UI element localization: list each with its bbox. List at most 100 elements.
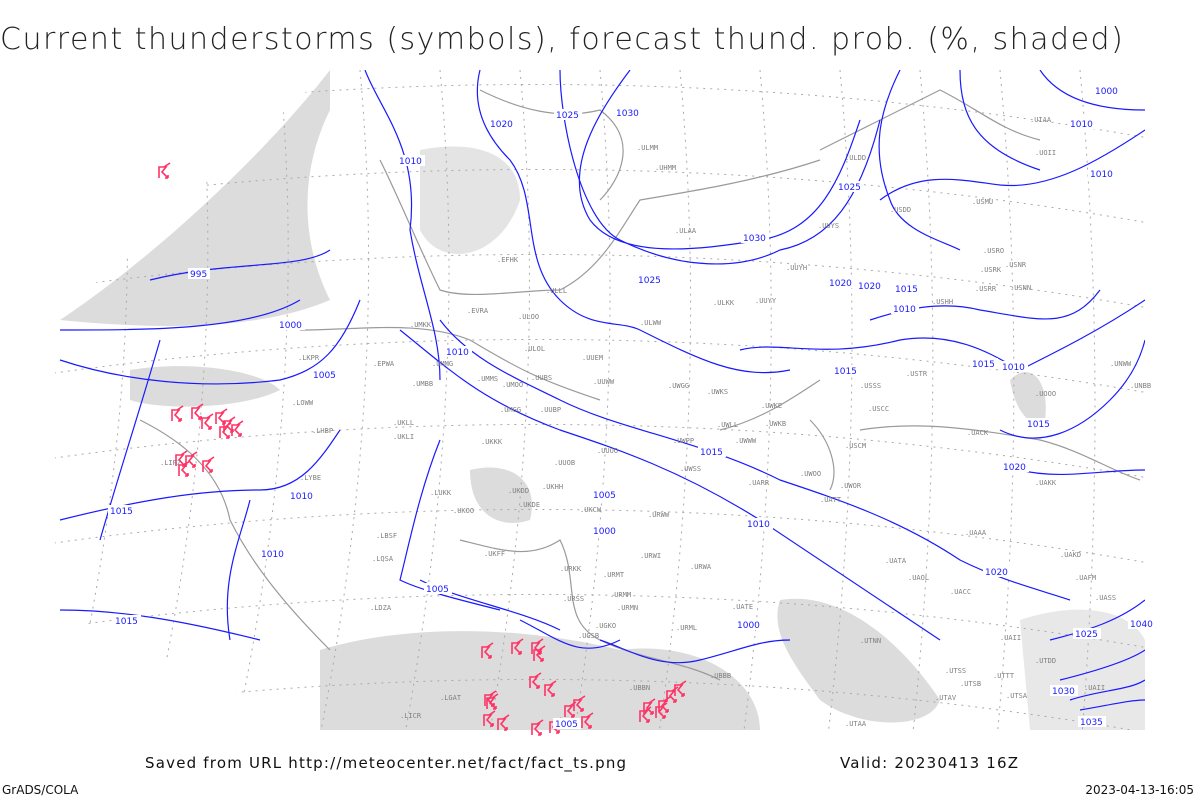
station-label-group: .USMU [972, 198, 993, 206]
isobar-label: 1000 [593, 527, 616, 537]
station-label: .USRO [983, 247, 1004, 255]
isobar-label-bg [735, 619, 763, 630]
isobar-line [439, 319, 1071, 601]
meridian-line [739, 70, 772, 730]
meridian-line [229, 70, 289, 730]
station-label: .USTR [906, 370, 928, 378]
isobar-label: 1005 [313, 371, 336, 381]
station-label: .UAKD [1060, 551, 1081, 559]
station-label: .UWWW [735, 437, 757, 445]
station-label-group: .UKFF [484, 550, 505, 558]
meridian-line [569, 70, 611, 730]
isobar-label-bg [553, 718, 581, 729]
isobar-label: 995 [190, 270, 207, 280]
meridian-line [909, 70, 934, 730]
station-label-group: .LDZA [370, 604, 392, 612]
coastline [819, 89, 1041, 151]
isobar-label-bg [1000, 361, 1028, 372]
parallel-line [55, 168, 1145, 226]
isobar-line [59, 609, 261, 641]
isobar-label-bg [698, 446, 726, 457]
isobar-label-bg [614, 107, 642, 118]
station-label: .UATT [820, 496, 842, 504]
station-label-group: .UAKD [1060, 551, 1081, 559]
meridian-line [59, 70, 128, 730]
thunderstorm-symbol [219, 422, 232, 439]
station-label: .UKDE [519, 501, 540, 509]
station-label: .URMT [603, 571, 625, 579]
valid-time-text: Valid: 20230413 16Z [840, 754, 1020, 772]
station-label-group: .UWKB [765, 420, 786, 428]
station-label-group: .LBSF [376, 532, 397, 540]
station-label-group: .URWA [690, 563, 712, 571]
station-label: .LYBE [300, 474, 321, 482]
isobar-label-group: 1015 [113, 615, 141, 627]
station-label-group: .URKK [560, 565, 582, 573]
station-label: .ULWW [640, 319, 662, 327]
meridian-line [144, 70, 209, 730]
isobar-label-group: 1005 [553, 718, 581, 730]
station-label: .UBBN [629, 684, 650, 692]
station-label-group: .URMT [603, 571, 625, 579]
isobar-label: 1000 [279, 321, 302, 331]
station-label: .URMM [610, 591, 631, 599]
isobar-label-bg [1078, 716, 1106, 727]
isobar-label-bg [1068, 118, 1096, 129]
station-label: .UWKE [761, 402, 782, 410]
station-label: .UKLL [393, 419, 414, 427]
station-label: .UWSS [680, 465, 701, 473]
station-label: .UKKK [481, 438, 503, 446]
isobar-label: 1025 [1075, 630, 1098, 640]
station-label-group: .UUBS [531, 374, 552, 382]
lat-lon-grid [55, 70, 1176, 760]
isobar-label-group: 1015 [1025, 418, 1053, 430]
meridian-line [824, 70, 853, 730]
isobar-label-group: 1025 [1073, 628, 1101, 640]
meridian-line [1160, 70, 1176, 760]
isobar-label-group: 1015 [832, 365, 860, 377]
parallel-line [55, 338, 1145, 396]
isobar-label-bg [636, 274, 664, 285]
isobar-label-group: 1000 [735, 619, 763, 631]
station-label: .URWI [640, 552, 661, 560]
isobar-label-group: 1005 [424, 583, 452, 595]
thunderstorm-symbol [191, 403, 204, 420]
isobar-label: 1000 [737, 621, 760, 631]
isobar-label: 1000 [1095, 87, 1118, 97]
station-label-group: .UGKO [595, 622, 616, 630]
station-label-group: .UGSB [578, 632, 599, 640]
station-label: .UAII [1000, 634, 1021, 642]
station-label-group: .EVRA [467, 307, 489, 315]
station-label-group: .UMMS [477, 375, 498, 383]
thunderstorm-symbol [511, 638, 524, 655]
isobar-line [1059, 649, 1145, 711]
station-label: .URWW [648, 511, 670, 519]
station-label-group: .USRK [980, 266, 1002, 274]
isobar-label-group: 1005 [311, 369, 339, 381]
station-label: .UOII [1035, 149, 1056, 157]
isobar-label-bg [832, 365, 860, 376]
station-label-group: .UTAV [935, 694, 957, 702]
shaded-area [130, 366, 280, 407]
station-label: .LIPZ [160, 459, 181, 467]
isobar-label-bg [277, 319, 305, 330]
isobar-label-group: 1010 [1088, 168, 1116, 180]
station-label: .UOOO [1035, 390, 1056, 398]
station-label: .LBSF [376, 532, 397, 540]
isobar-label-group: 1000 [591, 525, 619, 537]
station-label: .UUEM [582, 354, 603, 362]
isobar-label-bg [397, 155, 425, 166]
station-label-group: .UUOO [597, 447, 618, 455]
station-label-group: .UTSB [960, 680, 981, 688]
station-label: .EVRA [467, 307, 489, 315]
station-label: .UNBB [1130, 382, 1151, 390]
station-label: .UMMS [477, 375, 498, 383]
station-label-group: .USHH [932, 298, 953, 306]
parallel-line [55, 423, 1145, 481]
station-label: .USSS [860, 382, 881, 390]
meridian-line [484, 70, 530, 730]
station-label-group: .ULOL [524, 345, 545, 353]
station-label: .USRR [975, 285, 997, 293]
station-label: .UWKS [707, 388, 728, 396]
station-label-group: .UWOO [800, 470, 821, 478]
